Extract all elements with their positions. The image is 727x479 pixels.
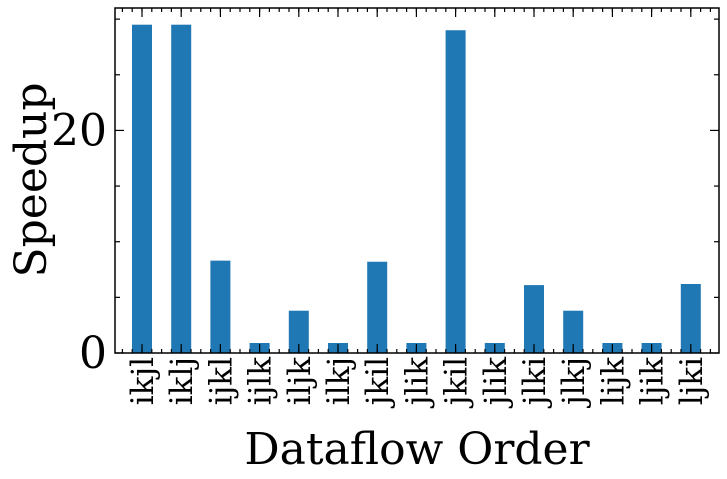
x-tick-label: jkil [360, 357, 396, 408]
bar-jkil [367, 261, 388, 353]
x-tick-label: ijlk [243, 357, 279, 405]
bar-ijkl [210, 260, 231, 353]
y-tick-label: 0 [79, 328, 107, 379]
bar-ikjl [132, 24, 152, 354]
bar-iklj [171, 24, 192, 354]
y-tick-label: 20 [51, 105, 107, 156]
bar-jkil [445, 30, 466, 354]
x-tick-label: jlki [517, 357, 553, 408]
ticks-group [115, 8, 719, 354]
x-tick-label: jkil [439, 357, 475, 408]
x-tick-label: lijk [595, 357, 631, 405]
x-tick-label: jlik [478, 357, 514, 408]
bar-ljki [680, 284, 701, 353]
y-axis-label: Speedup [6, 82, 57, 277]
bars-group [132, 24, 701, 354]
x-tick-label: ijkl [203, 357, 239, 405]
x-tick-label: ljki [674, 357, 710, 405]
x-tick-label: ilkj [321, 357, 357, 405]
x-tick-label: ljik [635, 357, 671, 405]
bar-jlki [524, 285, 544, 353]
x-axis-label: Dataflow Order [244, 424, 590, 475]
x-tick-label: iklj [164, 357, 200, 405]
bar-jlkj [563, 310, 584, 353]
x-tick-label: ikjl [125, 357, 161, 405]
x-tick-label: jlik [399, 357, 435, 408]
plot-frame [114, 7, 720, 354]
x-tick-label: jlkj [556, 357, 592, 408]
y-tick-labels: 0 20 [51, 105, 107, 379]
x-tick-labels: ikjl iklj ijkl ijlk iljk ilkj jkil jlik jkil jlik… [125, 357, 710, 408]
x-tick-label: iljk [282, 357, 318, 405]
bar-iljk [288, 310, 309, 353]
